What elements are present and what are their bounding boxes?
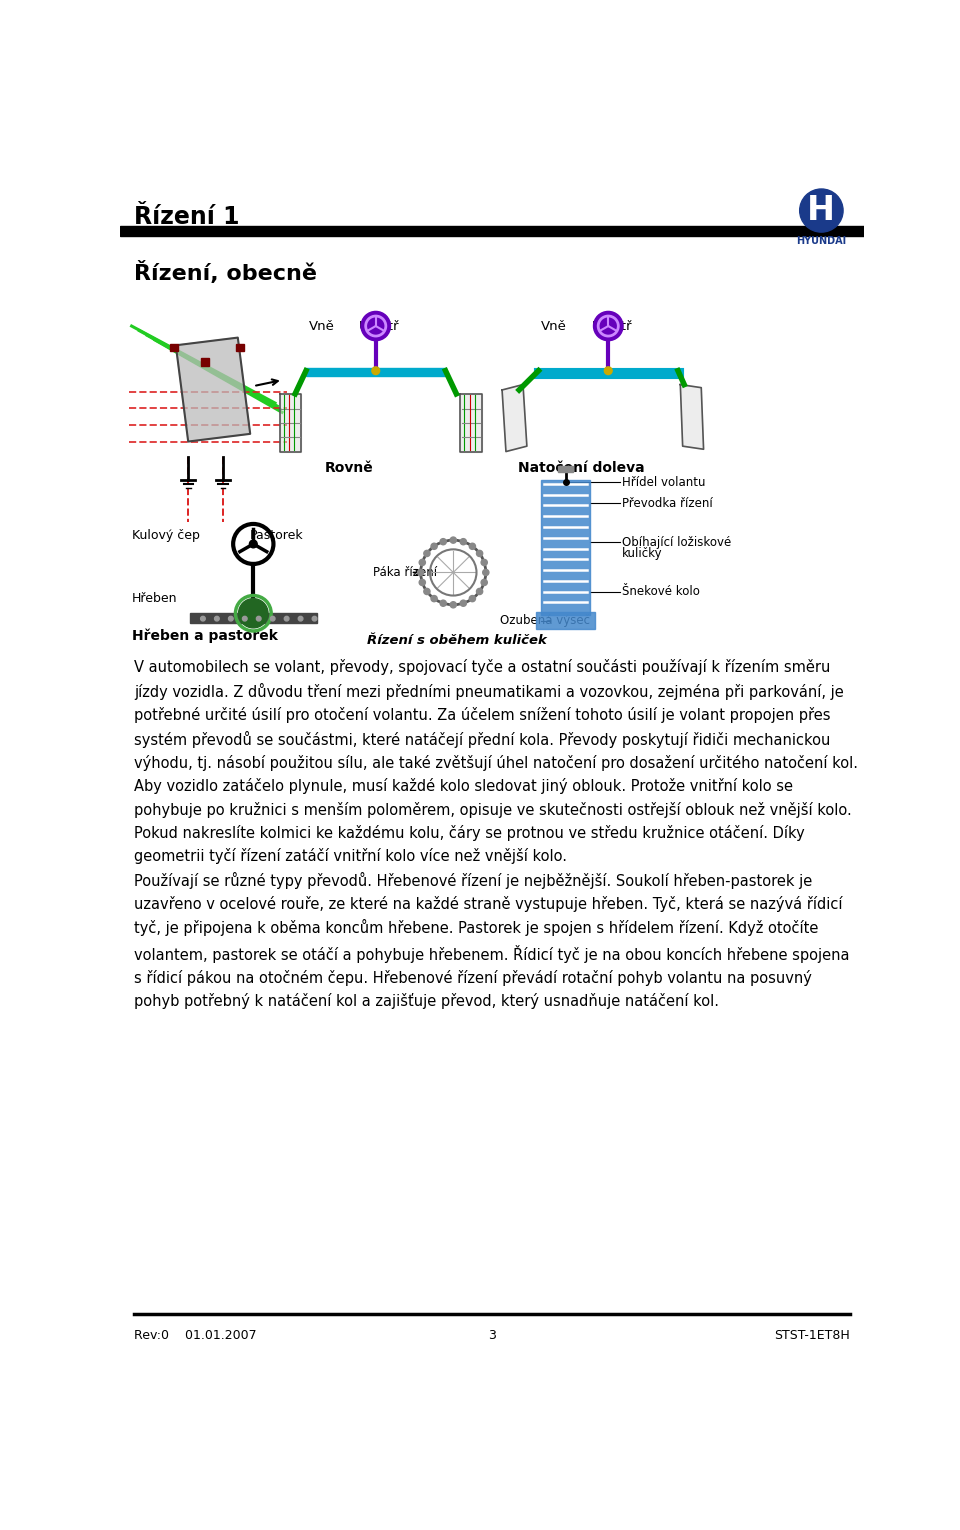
Text: Rev:0    01.01.2007: Rev:0 01.01.2007 bbox=[134, 1330, 256, 1342]
Circle shape bbox=[372, 367, 379, 375]
Circle shape bbox=[440, 539, 446, 545]
Circle shape bbox=[423, 589, 430, 595]
Text: STST-1ET8H: STST-1ET8H bbox=[775, 1330, 850, 1342]
Polygon shape bbox=[279, 393, 301, 451]
Text: Hřídel volantu: Hřídel volantu bbox=[622, 476, 706, 490]
Text: Vně: Vně bbox=[541, 320, 567, 332]
Circle shape bbox=[361, 312, 391, 341]
Text: Ozubená výseč: Ozubená výseč bbox=[500, 615, 589, 627]
Circle shape bbox=[201, 617, 205, 621]
Text: Převodka řízení: Převodka řízení bbox=[622, 497, 713, 509]
Text: Šnekové kolo: Šnekové kolo bbox=[622, 584, 700, 598]
Text: Páka řízení: Páka řízení bbox=[372, 566, 437, 578]
Circle shape bbox=[420, 580, 425, 586]
Text: V automobilech se volant, převody, spojovací tyče a ostatní součásti používají k: V automobilech se volant, převody, spojo… bbox=[134, 659, 858, 1008]
Bar bbox=[202, 358, 209, 366]
Text: Uvnitř: Uvnitř bbox=[359, 320, 400, 332]
Text: Rovně: Rovně bbox=[324, 461, 373, 474]
Bar bbox=[236, 344, 244, 352]
Circle shape bbox=[243, 617, 247, 621]
Circle shape bbox=[256, 617, 261, 621]
Circle shape bbox=[481, 560, 488, 566]
Text: kuličky: kuličky bbox=[622, 548, 662, 560]
Text: Řízení 1: Řízení 1 bbox=[134, 205, 239, 230]
Circle shape bbox=[450, 601, 456, 607]
Bar bbox=[170, 344, 179, 352]
Circle shape bbox=[420, 560, 425, 566]
Polygon shape bbox=[681, 384, 704, 450]
Circle shape bbox=[271, 617, 275, 621]
Circle shape bbox=[481, 580, 488, 586]
Bar bbox=[190, 614, 317, 623]
Circle shape bbox=[440, 600, 446, 606]
Text: Pastorek: Pastorek bbox=[251, 528, 303, 542]
Circle shape bbox=[469, 543, 475, 549]
Circle shape bbox=[476, 551, 483, 557]
Text: Hřeben: Hřeben bbox=[132, 592, 178, 604]
Bar bbox=[558, 467, 573, 473]
Circle shape bbox=[423, 551, 430, 557]
Circle shape bbox=[299, 617, 303, 621]
Text: Hřeben a pastorek: Hřeben a pastorek bbox=[132, 629, 277, 643]
Circle shape bbox=[469, 595, 475, 601]
Text: Natočení doleva: Natočení doleva bbox=[517, 461, 644, 474]
Text: Vně: Vně bbox=[308, 320, 334, 332]
Bar bbox=[540, 480, 590, 615]
Circle shape bbox=[250, 540, 257, 548]
Circle shape bbox=[284, 617, 289, 621]
Circle shape bbox=[460, 539, 467, 545]
Text: Obíhající ložiskové: Obíhající ložiskové bbox=[622, 536, 732, 549]
Circle shape bbox=[800, 190, 843, 233]
Circle shape bbox=[460, 600, 467, 606]
Polygon shape bbox=[460, 393, 482, 451]
Text: Kulový čep: Kulový čep bbox=[132, 528, 200, 542]
Bar bbox=[306, 369, 445, 376]
Text: Řízení s oběhem kuliček: Řízení s oběhem kuliček bbox=[367, 633, 547, 647]
Circle shape bbox=[431, 595, 437, 601]
Circle shape bbox=[418, 569, 423, 575]
Text: HYUNDAI: HYUNDAI bbox=[796, 236, 847, 246]
Circle shape bbox=[214, 617, 219, 621]
Text: 3: 3 bbox=[488, 1330, 496, 1342]
Circle shape bbox=[476, 589, 483, 595]
Polygon shape bbox=[176, 338, 251, 442]
Circle shape bbox=[483, 569, 489, 575]
Circle shape bbox=[605, 367, 612, 375]
Circle shape bbox=[239, 598, 268, 627]
Text: Uvnitř: Uvnitř bbox=[592, 320, 633, 332]
Polygon shape bbox=[502, 384, 527, 451]
Circle shape bbox=[450, 537, 456, 543]
Bar bbox=[537, 612, 595, 629]
Circle shape bbox=[312, 617, 317, 621]
Circle shape bbox=[228, 617, 233, 621]
Circle shape bbox=[431, 543, 437, 549]
Text: Řízení, obecně: Řízení, obecně bbox=[134, 260, 317, 283]
Text: H: H bbox=[807, 194, 835, 226]
Circle shape bbox=[593, 312, 623, 341]
Bar bbox=[120, 226, 864, 236]
